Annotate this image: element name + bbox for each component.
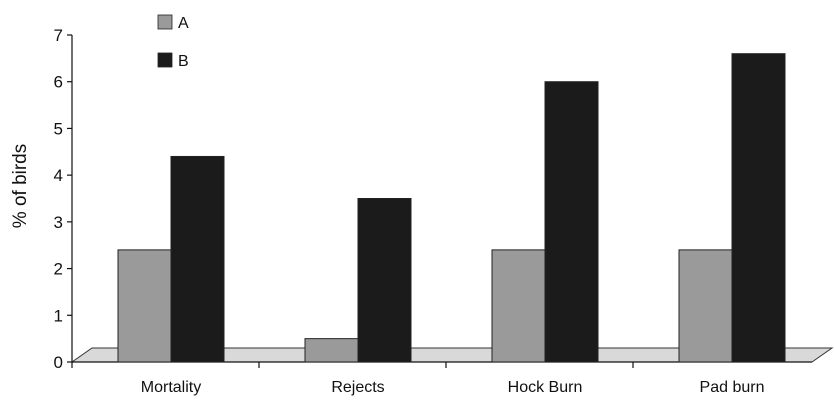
y-tick-label: 5 bbox=[54, 119, 63, 138]
y-tick-label: 2 bbox=[54, 260, 63, 279]
category-label: Mortality bbox=[141, 379, 201, 396]
y-ticks: 0 1 2 3 4 5 6 7 bbox=[54, 26, 634, 372]
legend-swatch-b bbox=[157, 52, 173, 68]
legend-label-a: A bbox=[178, 15, 189, 32]
bar-a-mortality bbox=[117, 249, 172, 363]
bar-b-hock-burn bbox=[544, 81, 599, 363]
bar-a-rejects bbox=[304, 338, 359, 363]
y-tick-label: 4 bbox=[54, 166, 63, 185]
bars bbox=[117, 53, 786, 363]
y-axis-title: % of birds bbox=[10, 144, 31, 228]
legend-swatch-a bbox=[157, 14, 173, 30]
category-label: Hock Burn bbox=[508, 379, 583, 396]
bar-b-pad-burn bbox=[731, 53, 786, 363]
y-tick-label: 3 bbox=[54, 213, 63, 232]
bar-b-rejects bbox=[357, 198, 412, 363]
y-tick-label: 0 bbox=[54, 353, 63, 372]
category-labels: Mortality Rejects Hock Burn Pad burn bbox=[141, 379, 765, 396]
y-tick-label: 1 bbox=[54, 306, 63, 325]
bar-b-mortality bbox=[170, 155, 225, 363]
legend-label-b: B bbox=[178, 53, 189, 70]
bar-a-hock-burn bbox=[491, 249, 546, 363]
legend: AB bbox=[157, 14, 189, 70]
category-label: Rejects bbox=[331, 379, 384, 396]
y-tick-label: 6 bbox=[54, 73, 63, 92]
y-tick-label: 7 bbox=[54, 26, 63, 45]
bar-a-pad-burn bbox=[678, 249, 733, 363]
category-label: Pad burn bbox=[700, 379, 765, 396]
